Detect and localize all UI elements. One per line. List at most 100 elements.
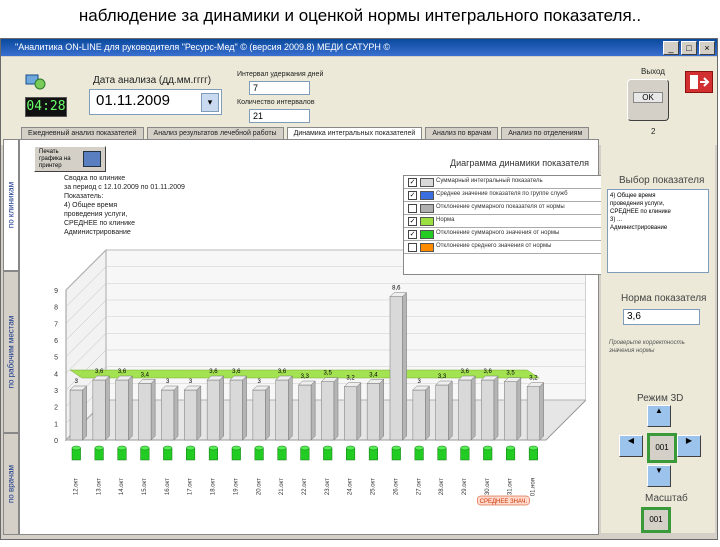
indicator-list-item[interactable]: 3) ... [610,217,623,223]
legend-item[interactable]: ✓ Норма [404,215,608,228]
bar-integral [389,296,403,441]
indicator-list-item[interactable]: 4) Общее время [610,193,656,199]
bar-integral [161,389,175,441]
right-panel: Выбор показателя 4) Общее время проведен… [601,139,715,533]
close-button[interactable]: × [699,41,715,55]
maximize-button[interactable]: □ [681,41,697,55]
legend-swatch [420,217,434,226]
indicator-list-item[interactable]: проведения услуги, [610,201,665,207]
bar-value-label: 3,4 [369,372,378,378]
interval-days-value: 7 [253,83,259,93]
ok-button[interactable]: OK [627,79,669,121]
bar-side [493,375,499,441]
annotation-box [477,495,530,506]
indicator-list-item[interactable]: Администрирование [610,225,668,231]
info-line: проведения услуги, [64,211,128,218]
bar-integral [412,389,426,441]
annotation-label: СРЕДНЕЕ ЗНАЧ. [480,499,528,505]
legend-item[interactable]: ✓ Среднее значение показателя по группе с… [404,189,608,202]
side-tab-workplaces-label: по рабочим местам [6,315,16,389]
tab-results[interactable]: Анализ результатов лечебной работы [146,127,284,139]
bar-side [310,380,316,441]
legend-item[interactable]: Отклонение среднего значения от нормы [404,241,608,254]
deviation-cylinder-top [140,445,150,451]
indicator-list[interactable]: 4) Общее время проведения услуги, СРЕДНЕ… [607,189,709,273]
window-titlebar[interactable]: "Аналитика ON-LINE для руководителя "Рес… [1,39,717,56]
bar-integral [344,386,358,441]
indicator-select-title: Выбор показателя [619,175,705,186]
legend-item[interactable]: ✓ Отклонение суммарного значения от нормы [404,228,608,241]
side-tab-clinics[interactable]: по клиникам [3,139,19,271]
x-tick-label: 12.окт [73,478,79,495]
y-tick-label: 3 [54,388,58,395]
interval-days-field[interactable]: 7 [249,81,310,95]
bar-integral [92,379,106,441]
legend-checkbox[interactable]: ✓ [408,217,417,226]
interval-days-label: Интервал удержания дней [237,71,324,78]
bar-value-label: 3,6 [232,369,241,375]
bar-side [219,375,224,441]
calendar-dropdown-icon[interactable]: ▾ [201,93,219,112]
bar-side [150,378,156,441]
print-chart-button[interactable]: Печать графика на принтер [34,146,106,172]
chart-legend: ✓ Суммарный интегральный показатель ✓ Сред… [403,175,609,275]
tab-departments[interactable]: Анализ по отделениям [501,127,590,139]
grid-line [65,316,107,357]
center-button[interactable]: 001 [647,433,677,463]
bar-side [173,385,179,441]
grid-line [65,266,107,307]
arrow-left-button[interactable]: ◀ [619,435,643,457]
legend-item[interactable]: Отклонение суммарного показателя от норм… [404,202,608,215]
bar-value-label: 3 [189,379,193,385]
deviation-cylinder-top [346,445,356,451]
side-tab-doctors[interactable]: по врачам [3,433,19,535]
tab-dynamics[interactable]: Динамика интегральных показателей [286,127,423,139]
minimize-button[interactable]: _ [663,41,679,55]
info-line: Сводка по клинике [64,175,126,182]
arrow-down-button[interactable]: ▼ [647,465,671,487]
grid-line [65,249,107,291]
counter-label: 2 [651,127,656,136]
x-tick-label: 22.окт [302,478,308,495]
network-icon[interactable] [25,71,47,91]
date-field[interactable]: 01.11.2009 ▾ [89,89,222,115]
legend-checkbox[interactable]: ✓ [408,191,417,200]
deviation-cylinder-top [437,445,447,451]
arrow-left-icon: ◀ [627,436,635,445]
bar-value-label: 3,2 [529,376,538,382]
legend-checkbox[interactable]: ✓ [408,230,417,239]
bar-integral [481,379,495,441]
legend-checkbox[interactable]: ✓ [408,178,417,187]
bar-value-label: 3,3 [438,374,447,380]
legend-checkbox[interactable] [408,243,417,252]
x-tick-label: 25.окт [371,478,377,495]
side-tab-workplaces[interactable]: по рабочим местам [3,271,19,433]
norm-field[interactable]: 3,6 [623,309,700,325]
zoom-button[interactable]: 001 [641,507,671,533]
exit-door-icon[interactable] [685,71,713,93]
arrow-right-button[interactable]: ▶ [677,435,701,457]
x-tick-label: 16.окт [165,478,171,495]
bar-integral [458,379,472,441]
side-tab-doctors-label: по врачам [6,464,16,504]
legend-checkbox[interactable] [408,204,417,213]
bar-side [82,385,87,441]
arrow-up-button[interactable]: ▲ [647,405,671,427]
indicator-list-item[interactable]: СРЕДНЕЕ по клинике [610,209,671,215]
bar-value-label: 3 [257,379,261,385]
interval-count-field[interactable]: 21 [249,109,310,123]
y-tick-label: 8 [54,305,58,312]
legend-item[interactable]: ✓ Суммарный интегральный показатель [404,176,608,189]
y-tick-label: 0 [54,438,58,445]
info-line: СРЕДНЕЕ по клинике [64,220,136,227]
deviation-cylinder-top [323,445,333,451]
x-tick-label: 18.окт [211,478,217,495]
exit-label: Выход [641,67,665,76]
side-tab-clinics-label: по клиникам [6,181,16,229]
x-tick-label: 17.окт [188,478,194,495]
tab-daily[interactable]: Ежедневный анализ показателей [21,127,144,139]
x-tick-label: 30.окт [485,478,491,495]
clock-value: 04:28 [26,99,66,114]
y-tick-label: 2 [54,405,58,412]
tab-doctors[interactable]: Анализ по врачам [425,127,499,139]
